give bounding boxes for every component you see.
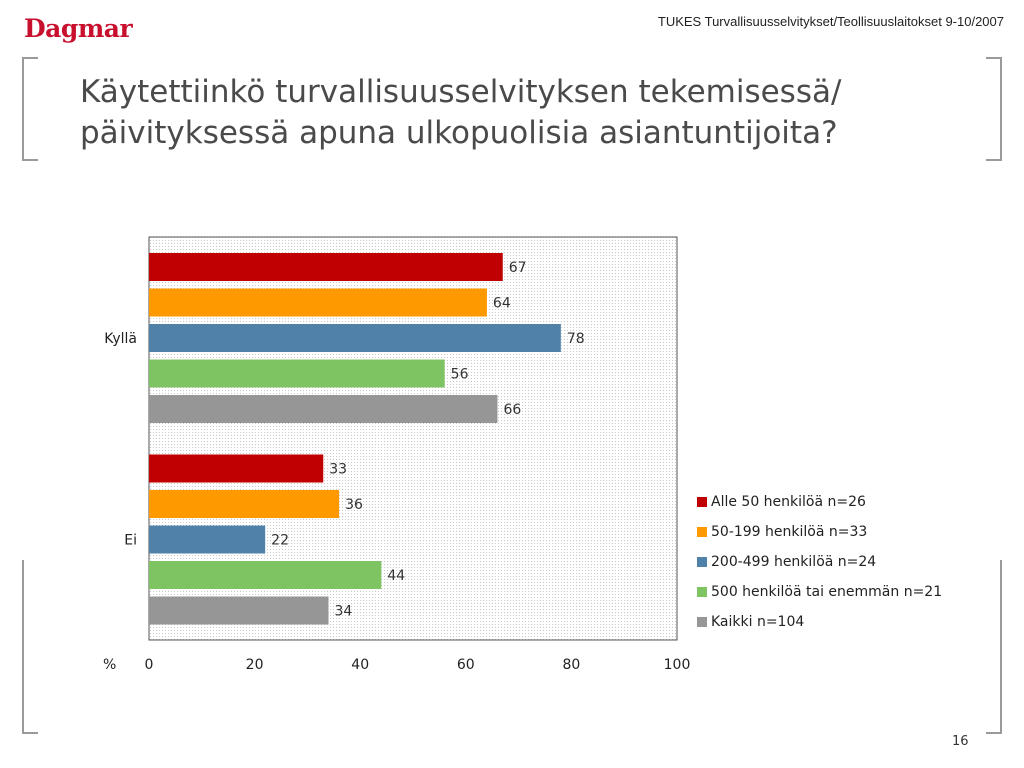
legend-item: Kaikki n=104 bbox=[697, 607, 942, 637]
legend-swatch bbox=[697, 527, 707, 537]
data-label: 22 bbox=[271, 533, 289, 549]
x-tick-label: 60 bbox=[457, 657, 475, 673]
bars-layer bbox=[149, 253, 561, 625]
slide-title-line2: päivityksessä apuna ulkopuolisia asiantu… bbox=[80, 115, 838, 151]
frame-corner-top-left bbox=[22, 57, 38, 161]
x-tick-label: 100 bbox=[664, 657, 691, 673]
bar bbox=[149, 490, 340, 518]
data-label: 66 bbox=[503, 402, 521, 418]
bar bbox=[149, 525, 266, 554]
legend-swatch bbox=[697, 617, 707, 627]
chart-legend: Alle 50 henkilöä n=26 50-199 henkilöä n=3… bbox=[697, 487, 942, 637]
slide-title-line1: Käytettiinkö turvallisuusselvityksen tek… bbox=[80, 74, 842, 110]
bar bbox=[149, 288, 487, 317]
legend-label: 500 henkilöä tai enemmän n=21 bbox=[711, 584, 943, 600]
report-reference: TUKES Turvallisuusselvitykset/Teollisuus… bbox=[657, 14, 1004, 29]
frame-corner-top-right bbox=[986, 57, 1002, 161]
legend-label: Alle 50 henkilöä n=26 bbox=[711, 494, 866, 510]
category-label: Kyllä bbox=[104, 331, 137, 347]
legend-item: 50-199 henkilöä n=33 bbox=[697, 517, 942, 547]
data-label: 36 bbox=[345, 497, 363, 513]
data-label: 56 bbox=[451, 367, 469, 383]
slide-title: Käytettiinkö turvallisuusselvityksen tek… bbox=[80, 72, 960, 154]
labels-layer: Kyllä 67 64 78 56 66 Ei 33 36 22 44 34 0 20 40 60 80 100% bbox=[103, 260, 690, 673]
frame-corner-bottom-right bbox=[986, 560, 1002, 734]
x-tick-label: 80 bbox=[562, 657, 580, 673]
x-tick-label: 40 bbox=[351, 657, 369, 673]
legend-item: Alle 50 henkilöä n=26 bbox=[697, 487, 942, 517]
dagmar-logo: Dagmar bbox=[24, 14, 133, 43]
bar bbox=[149, 596, 329, 625]
frame-corner-bottom-left bbox=[22, 560, 38, 734]
bar bbox=[149, 253, 503, 281]
x-axis-unit-label: % bbox=[103, 657, 116, 673]
bar bbox=[149, 324, 561, 352]
category-label: Ei bbox=[124, 533, 137, 549]
legend-item: 200-499 henkilöä n=24 bbox=[697, 547, 942, 577]
legend-label: Kaikki n=104 bbox=[711, 614, 805, 630]
data-label: 33 bbox=[329, 462, 347, 478]
bar bbox=[149, 359, 445, 388]
bar bbox=[149, 561, 382, 589]
legend-label: 200-499 henkilöä n=24 bbox=[711, 554, 877, 570]
x-tick-label: 20 bbox=[246, 657, 264, 673]
legend-swatch bbox=[697, 497, 707, 507]
legend-swatch bbox=[697, 587, 707, 597]
x-tick-label: 0 bbox=[145, 657, 154, 673]
data-label: 78 bbox=[567, 331, 585, 347]
page-number: 16 bbox=[952, 734, 969, 749]
data-label: 64 bbox=[493, 296, 511, 312]
legend-swatch bbox=[697, 557, 707, 567]
bar bbox=[149, 395, 498, 423]
legend-label: 50-199 henkilöä n=33 bbox=[711, 524, 868, 540]
bar bbox=[149, 454, 324, 483]
data-label: 34 bbox=[335, 604, 353, 620]
data-label: 67 bbox=[509, 260, 527, 276]
data-label: 44 bbox=[387, 568, 405, 584]
legend-item: 500 henkilöä tai enemmän n=21 bbox=[697, 577, 942, 607]
